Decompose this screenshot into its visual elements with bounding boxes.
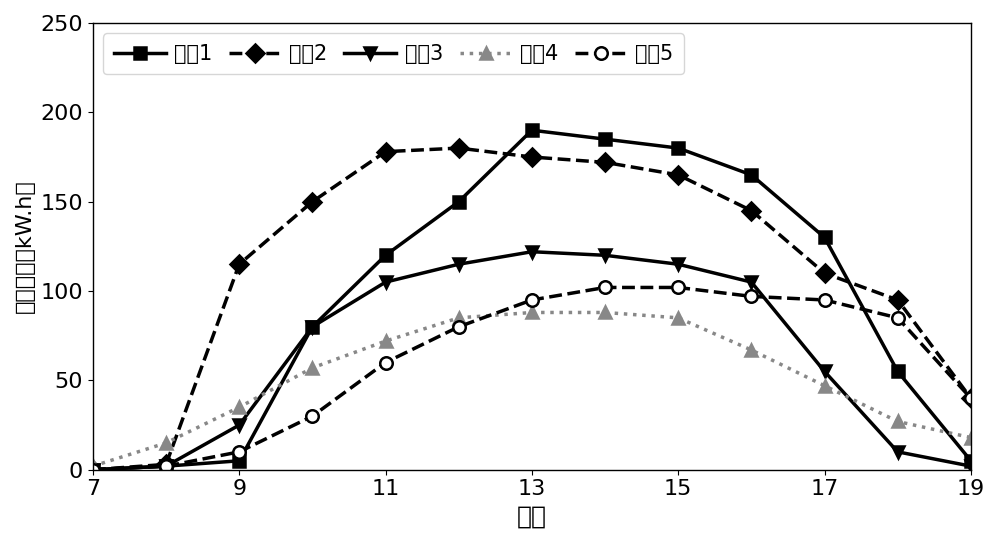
用户2 bbox=[672, 171, 684, 178]
用户1 bbox=[892, 368, 904, 375]
用户5 bbox=[233, 449, 245, 455]
用户1 bbox=[306, 324, 318, 330]
Line: 用户1: 用户1 bbox=[87, 124, 977, 476]
用户4 bbox=[672, 314, 684, 321]
用户3 bbox=[233, 422, 245, 428]
用户4 bbox=[87, 463, 99, 469]
用户4 bbox=[892, 418, 904, 425]
用户3 bbox=[87, 466, 99, 473]
用户2 bbox=[819, 270, 831, 276]
用户2 bbox=[745, 207, 757, 214]
用户3 bbox=[453, 261, 465, 268]
用户3 bbox=[819, 368, 831, 375]
用户2 bbox=[87, 466, 99, 473]
用户5 bbox=[819, 296, 831, 303]
Line: 用户4: 用户4 bbox=[87, 306, 977, 472]
用户2 bbox=[380, 149, 392, 155]
用户5 bbox=[965, 395, 977, 401]
用户2 bbox=[526, 154, 538, 160]
用户1 bbox=[160, 463, 172, 469]
用户1 bbox=[87, 466, 99, 473]
用户5 bbox=[526, 296, 538, 303]
用户3 bbox=[160, 463, 172, 469]
用户4 bbox=[819, 382, 831, 389]
用户5 bbox=[599, 284, 611, 290]
用户3 bbox=[599, 252, 611, 258]
用户1 bbox=[672, 145, 684, 151]
用户1 bbox=[819, 234, 831, 240]
用户4 bbox=[599, 309, 611, 316]
用户2 bbox=[599, 159, 611, 165]
用户1 bbox=[599, 136, 611, 143]
用户5 bbox=[672, 284, 684, 290]
Legend: 用户1, 用户2, 用户3, 用户4, 用户5: 用户1, 用户2, 用户3, 用户4, 用户5 bbox=[103, 33, 684, 74]
用户4 bbox=[965, 434, 977, 441]
用户1 bbox=[965, 458, 977, 464]
用户2 bbox=[306, 199, 318, 205]
用户1 bbox=[526, 127, 538, 133]
用户5 bbox=[453, 324, 465, 330]
用户4 bbox=[745, 347, 757, 353]
用户3 bbox=[526, 249, 538, 255]
用户4 bbox=[453, 314, 465, 321]
用户1 bbox=[233, 458, 245, 464]
用户3 bbox=[892, 449, 904, 455]
用户5 bbox=[745, 293, 757, 300]
用户2 bbox=[160, 461, 172, 468]
用户2 bbox=[965, 395, 977, 401]
用户3 bbox=[306, 324, 318, 330]
用户4 bbox=[233, 404, 245, 410]
用户4 bbox=[526, 309, 538, 316]
用户5 bbox=[892, 314, 904, 321]
用户5 bbox=[160, 463, 172, 469]
用户3 bbox=[965, 463, 977, 469]
用户4 bbox=[306, 364, 318, 371]
用户3 bbox=[380, 279, 392, 286]
用户5 bbox=[306, 413, 318, 419]
Y-axis label: 发电量／（kW.h）: 发电量／（kW.h） bbox=[15, 180, 35, 313]
Line: 用户5: 用户5 bbox=[87, 281, 977, 476]
Line: 用户3: 用户3 bbox=[87, 245, 977, 476]
用户2 bbox=[892, 296, 904, 303]
用户5 bbox=[87, 466, 99, 473]
用户1 bbox=[380, 252, 392, 258]
用户1 bbox=[453, 199, 465, 205]
用户2 bbox=[233, 261, 245, 268]
Line: 用户2: 用户2 bbox=[87, 142, 977, 476]
用户3 bbox=[672, 261, 684, 268]
用户5 bbox=[380, 359, 392, 366]
用户1 bbox=[745, 171, 757, 178]
X-axis label: 时段: 时段 bbox=[517, 505, 547, 529]
用户2 bbox=[453, 145, 465, 151]
用户4 bbox=[160, 440, 172, 446]
用户4 bbox=[380, 338, 392, 344]
用户3 bbox=[745, 279, 757, 286]
